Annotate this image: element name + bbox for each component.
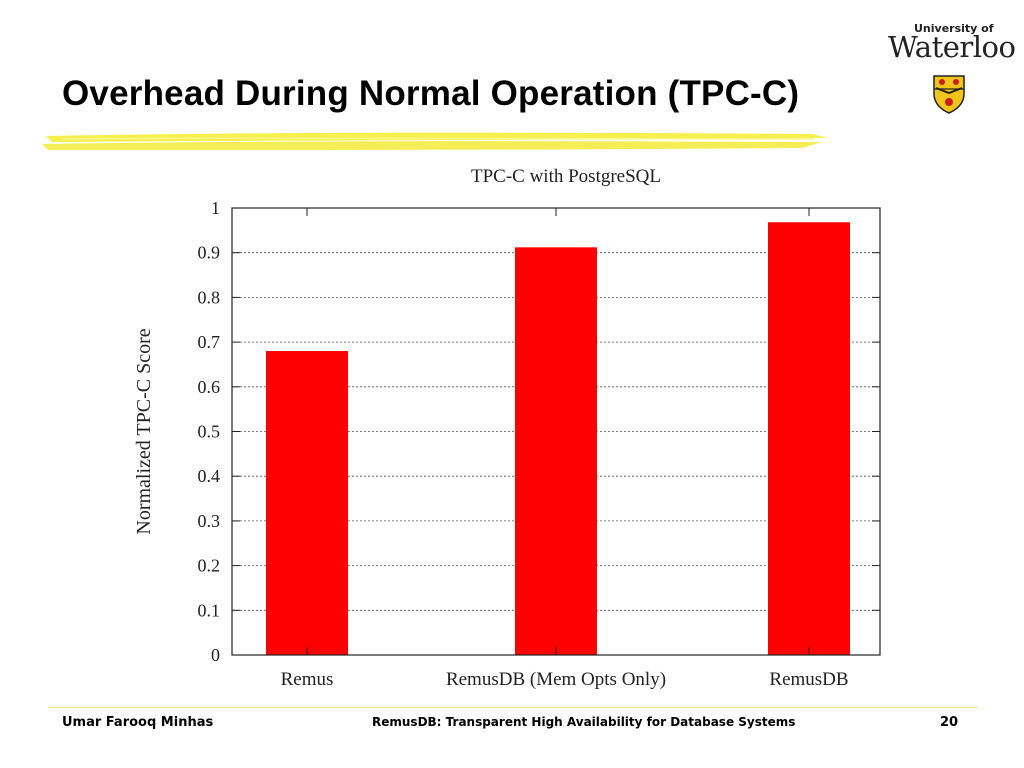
y-tick-label: 0.4 bbox=[198, 466, 221, 486]
university-logo: University of Waterloo bbox=[886, 20, 1016, 114]
plot-frame bbox=[231, 207, 881, 656]
footer-subject: RemusDB: Transparent High Availability f… bbox=[372, 715, 796, 729]
y-tick-label: 0.3 bbox=[198, 511, 221, 531]
y-tick-label: 1 bbox=[211, 198, 220, 218]
logo-name: Waterloo bbox=[888, 30, 1016, 64]
shield-icon bbox=[933, 75, 965, 114]
y-tick-label: 0 bbox=[211, 645, 220, 665]
y-tick-label: 0.9 bbox=[198, 243, 221, 263]
y-tick-label: 0.7 bbox=[198, 332, 221, 352]
y-axis-label: Normalized TPC-C Score bbox=[133, 328, 155, 534]
bar bbox=[266, 351, 348, 655]
y-tick-label: 0.6 bbox=[198, 377, 221, 397]
footer-author: Umar Farooq Minhas bbox=[62, 715, 214, 730]
x-tick-label: RemusDB bbox=[769, 669, 848, 690]
bar bbox=[768, 222, 850, 655]
logo-university-of: University of bbox=[914, 22, 994, 35]
highlight-underline bbox=[42, 132, 828, 150]
chart-title: TPC-C with PostgreSQL bbox=[471, 166, 661, 187]
y-tick-label: 0.5 bbox=[198, 422, 221, 442]
y-tick-label: 0.1 bbox=[198, 600, 221, 620]
footer-page-number: 20 bbox=[940, 715, 959, 730]
slide-title: Overhead During Normal Operation (TPC-C) bbox=[62, 74, 800, 113]
bar bbox=[515, 247, 597, 655]
x-tick-label: RemusDB (Mem Opts Only) bbox=[446, 669, 666, 690]
y-tick-label: 0.2 bbox=[198, 556, 221, 576]
footer-divider bbox=[48, 707, 978, 708]
y-tick-label: 0.8 bbox=[198, 287, 221, 307]
x-tick-label: Remus bbox=[281, 669, 334, 690]
